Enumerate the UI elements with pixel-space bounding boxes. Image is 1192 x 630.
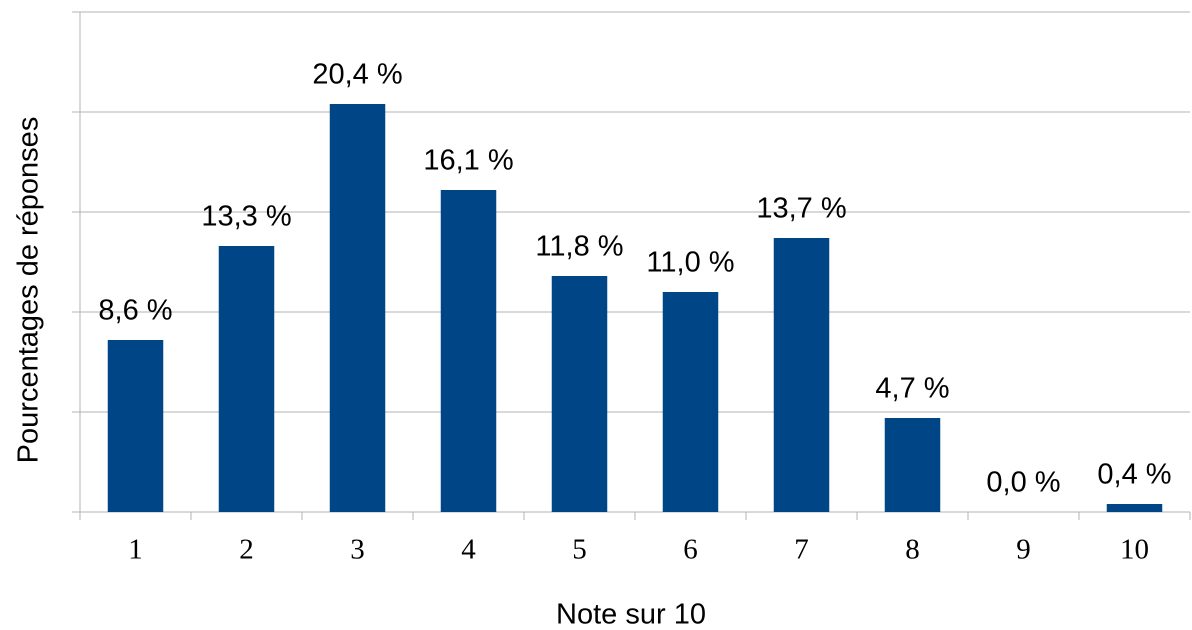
x-tick-label: 5 [572,534,587,566]
y-axis-title: Pourcentages de réponses [13,117,45,464]
x-tick-label: 1 [128,534,143,566]
bar [662,292,719,512]
x-tick-label: 9 [1016,534,1031,566]
x-tick-label: 4 [461,534,476,566]
value-label: 4,7 % [875,373,949,405]
bar [218,246,275,512]
value-label: 20,4 % [312,59,402,91]
x-tick-label: 6 [683,534,698,566]
value-label: 11,0 % [646,247,734,279]
x-tick-label: 2 [239,534,254,566]
x-tick-label: 7 [794,534,809,566]
bar [440,190,497,512]
bar [773,238,830,512]
x-axis-title: Note sur 10 [556,599,706,630]
value-label: 11,8 % [535,231,623,263]
value-label: 13,7 % [756,193,846,225]
bar [884,418,941,512]
x-tick-label: 3 [350,534,365,566]
value-label: 16,1 % [423,145,513,177]
value-label: 0,0 % [986,467,1060,499]
bar [107,340,164,512]
x-tick-label: 8 [905,534,920,566]
bar [329,104,386,512]
bar [1106,504,1163,512]
value-label: 0,4 % [1097,459,1171,491]
bar [551,276,608,512]
x-tick-label: 10 [1120,534,1149,566]
value-label: 8,6 % [98,295,172,327]
value-label: 13,3 % [201,201,291,233]
